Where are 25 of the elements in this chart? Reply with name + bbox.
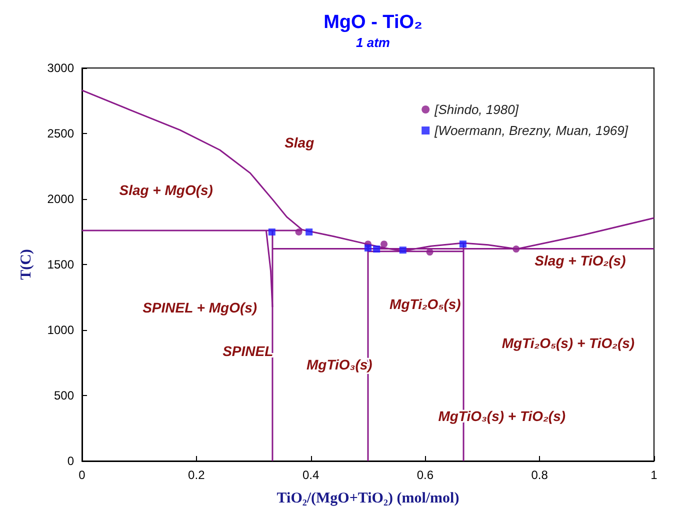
annotation: MgTi₂O₅(s) + TiO₂(s) <box>502 335 635 352</box>
annotation: MgTi₂O₅(s) <box>390 296 462 312</box>
legend-label: [Woermann, Brezny, Muan, 1969] <box>434 123 628 138</box>
annotation: Slag + MgO(s) <box>119 182 214 198</box>
y-tick-label: 2000 <box>47 192 74 206</box>
x-tick-label: 0.8 <box>531 468 548 482</box>
y-tick-label: 1000 <box>47 323 74 337</box>
x-tick-label: 0.4 <box>302 468 320 482</box>
y-axis-title: T(C) <box>18 249 34 280</box>
y-tick-label: 1500 <box>47 258 74 272</box>
annotation: Slag + TiO₂(s) <box>534 252 626 269</box>
x-tick-label: 0.6 <box>416 468 434 482</box>
x-axis-title: TiO₂/(MgO+TiO₂) (mol/mol) <box>276 490 460 506</box>
annotation: Slag <box>284 134 315 151</box>
chart-title: MgO - TiO₂ <box>324 12 422 33</box>
x-tick-label: 0.2 <box>188 468 206 482</box>
x-tick-label: 1 <box>650 468 658 482</box>
y-tick-label: 3000 <box>47 61 74 75</box>
y-tick-label: 0 <box>67 454 74 468</box>
x-tick-label: 0 <box>78 468 86 482</box>
annotation: SPINEL + MgO(s) <box>142 300 258 316</box>
y-tick-label: 2500 <box>47 126 74 140</box>
legend-label: [Shindo, 1980] <box>434 102 519 117</box>
chart-subtitle: 1 atm <box>356 35 390 50</box>
y-tick-label: 500 <box>54 388 74 402</box>
